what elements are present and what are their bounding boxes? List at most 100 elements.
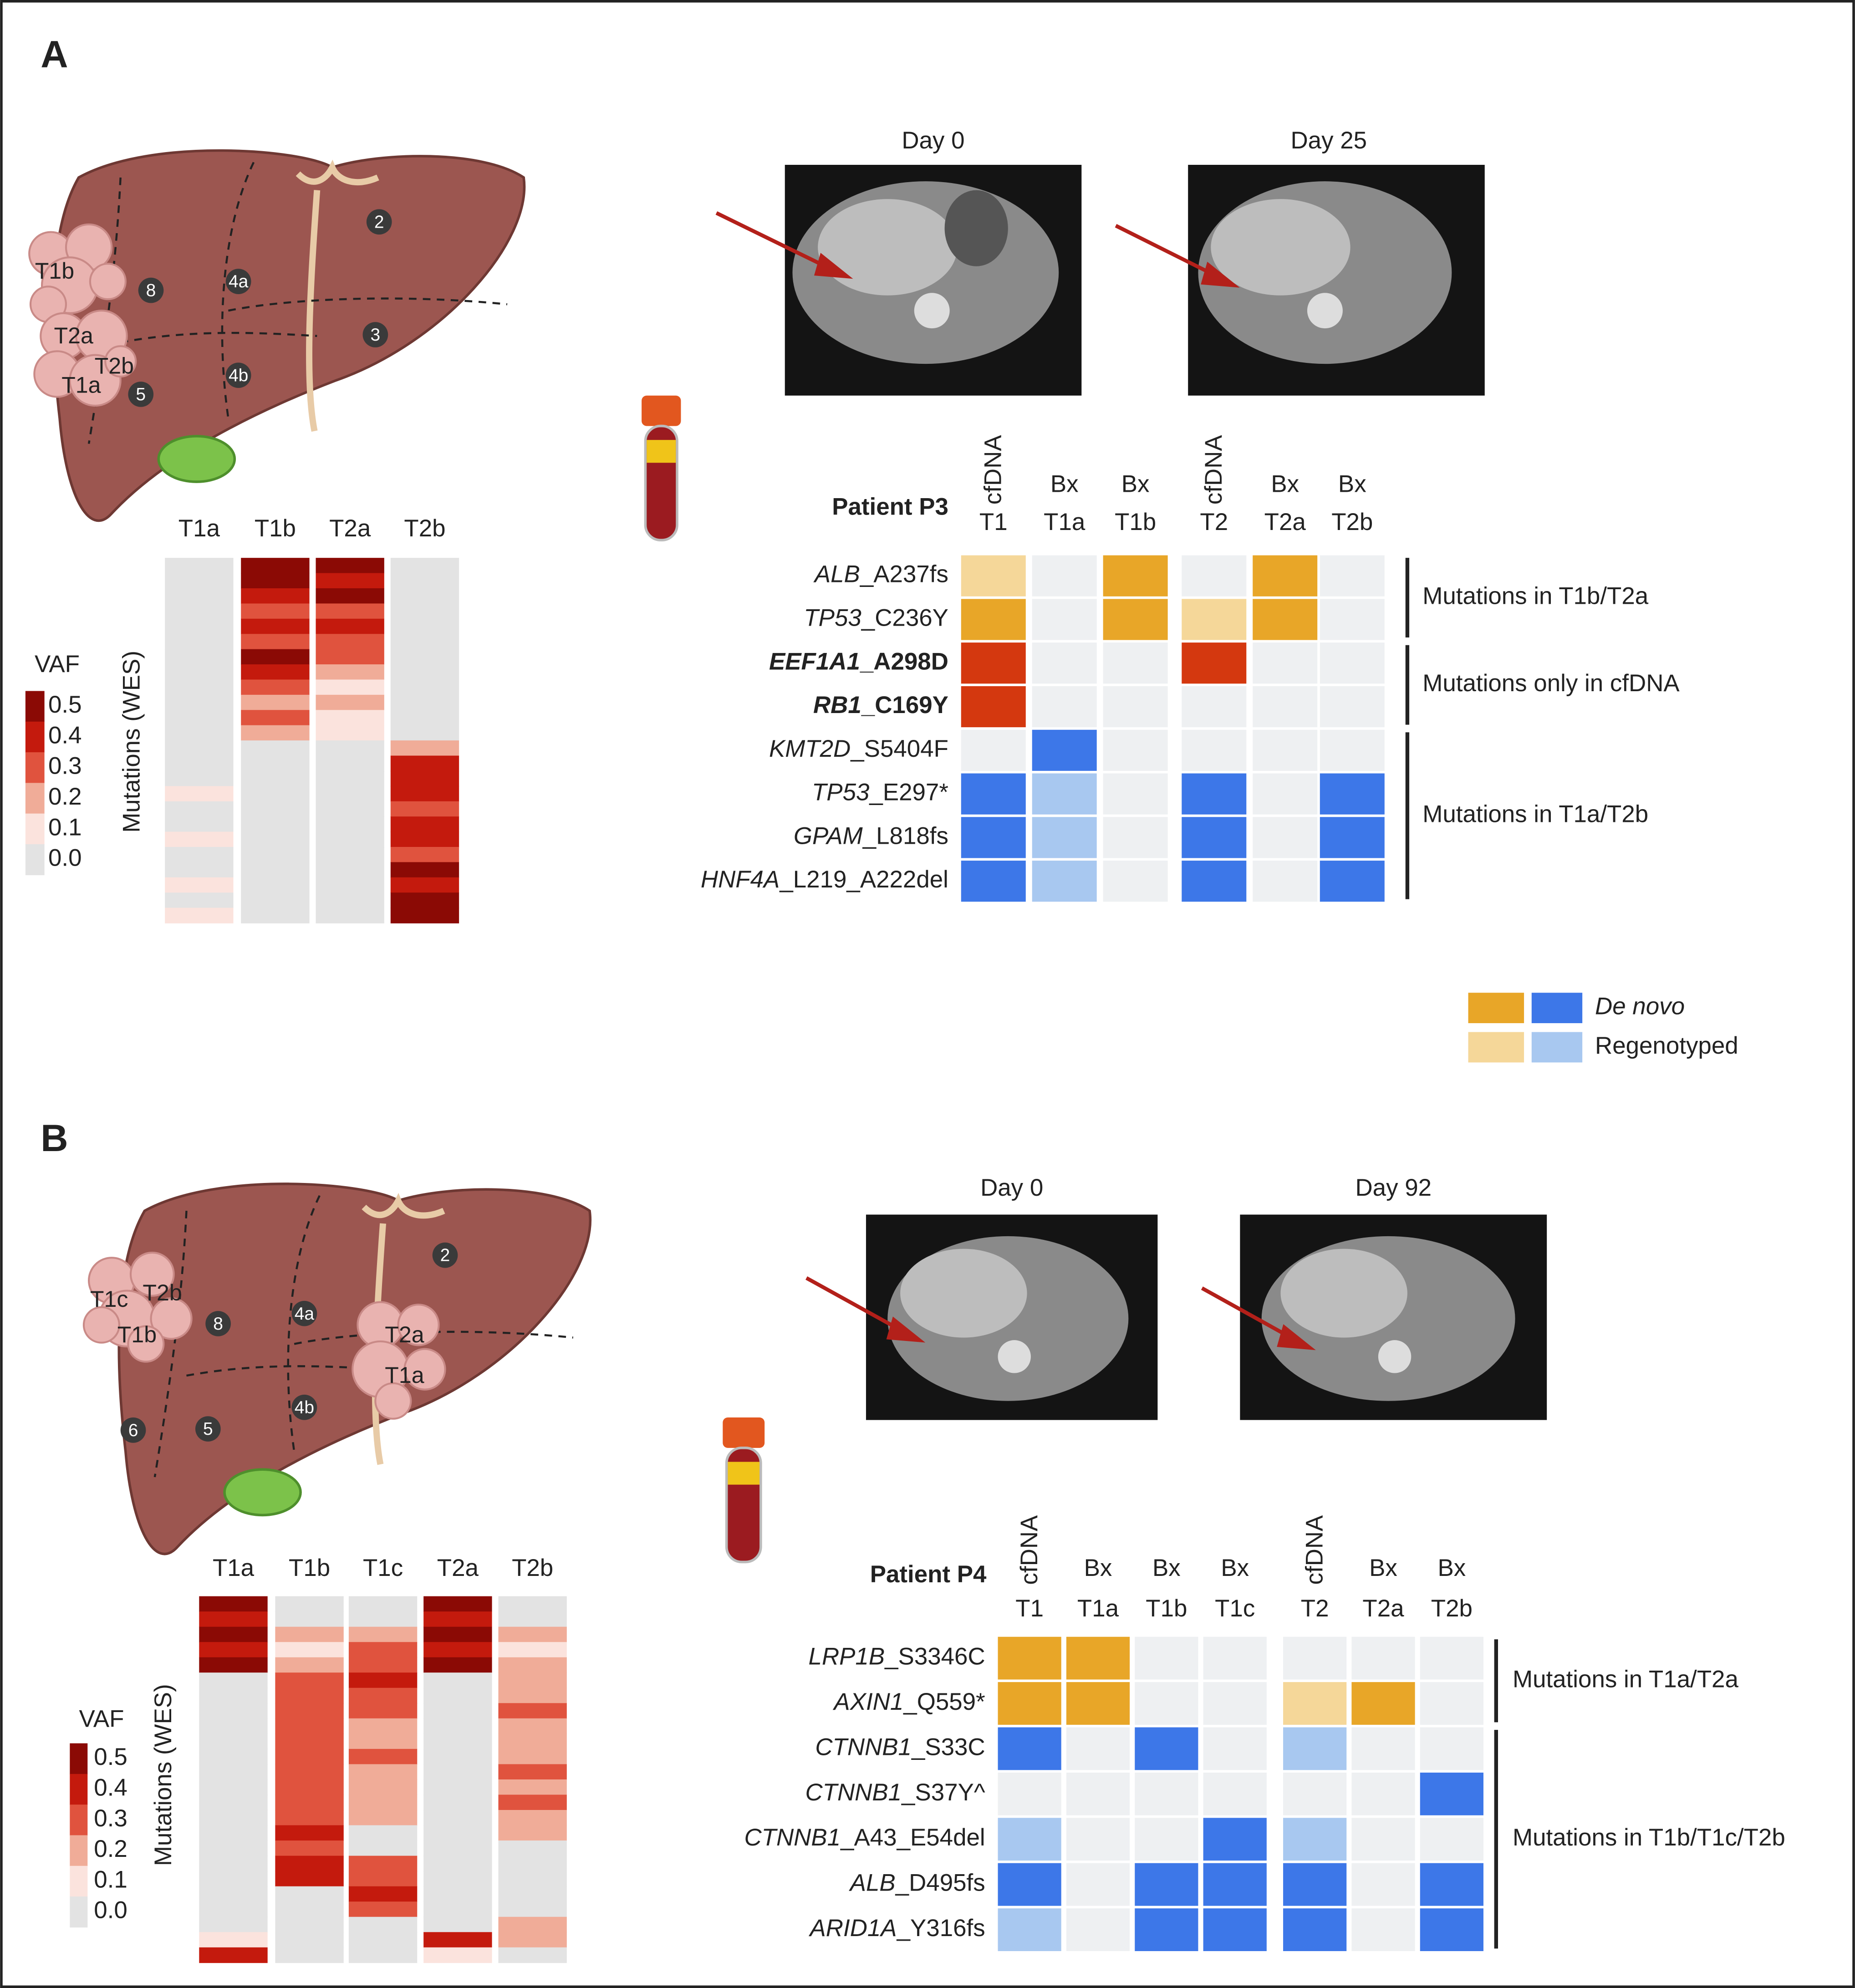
heatmap-stripe (275, 1748, 344, 1765)
heatmap-stripe (199, 1917, 268, 1933)
segment-marker (291, 1394, 317, 1420)
heatmap-stripe (275, 1718, 344, 1734)
heatmap-stripe (316, 786, 384, 802)
heatmap-stripe (423, 1871, 492, 1887)
gene-name: TP53 (812, 779, 869, 806)
vaf-legend-swatch (70, 1774, 88, 1805)
heatmap-stripe (199, 1871, 268, 1887)
mutation-cell (1253, 686, 1318, 728)
mutation-cell (1032, 729, 1097, 771)
mutation-cell (1203, 1908, 1267, 1951)
mutation-change: _A298D (860, 648, 948, 675)
heatmap-stripe (275, 1642, 344, 1658)
heatmap-stripe (199, 1703, 268, 1719)
mutation-cell (961, 861, 1026, 902)
heatmap-stripe (316, 573, 384, 589)
heatmap-stripe (423, 1764, 492, 1780)
gene-name: ALB (813, 561, 860, 588)
heatmap-stripe (199, 1840, 268, 1856)
heatmap-stripe (199, 1718, 268, 1734)
mutation-label: ARID1A_Y316fs (809, 1915, 985, 1942)
mutation-cell (1066, 1682, 1130, 1725)
mutation-cell (1103, 817, 1168, 858)
mutation-cell (961, 773, 1026, 815)
heatmap-stripe (275, 1886, 344, 1902)
segment-label: 8 (146, 281, 156, 301)
mutation-change: _Y316fs (897, 1915, 985, 1942)
heatmap-stripe (498, 1718, 567, 1734)
mutation-cell (1103, 642, 1168, 684)
mutation-cell (1032, 642, 1097, 684)
heatmap-stripe (316, 618, 384, 635)
heatmap-stripe (423, 1840, 492, 1856)
mutation-cell (1103, 729, 1168, 771)
heatmap-stripe (348, 1855, 418, 1871)
vaf-legend-tick: 0.4 (94, 1774, 127, 1801)
vaf-legend-swatch (25, 813, 45, 845)
heatmap-stripe (199, 1687, 268, 1704)
heatmap-stripe (348, 1794, 418, 1810)
heatmap-stripe (241, 588, 310, 604)
column-sample: T1b (1115, 509, 1156, 535)
column-source: cfDNA (1016, 1515, 1043, 1585)
mutation-cell (1253, 599, 1318, 640)
column-sample: T1c (1215, 1595, 1255, 1622)
heatmap-stripe (275, 1840, 344, 1856)
heatmap-stripe (241, 892, 310, 908)
heatmap-stripe (199, 1825, 268, 1841)
heatmap-stripe (316, 892, 384, 908)
heatmap-stripe (498, 1703, 567, 1719)
column-source: Bx (1338, 470, 1366, 497)
heatmap-stripe (498, 1840, 567, 1856)
vaf-legend-tick: 0.5 (48, 691, 82, 718)
heatmap-stripe (316, 801, 384, 817)
vaf-legend-swatch (70, 1866, 88, 1897)
mutation-cell (1135, 1908, 1198, 1951)
heatmap-stripe (241, 786, 310, 802)
heatmap-stripe (498, 1672, 567, 1688)
heatmap-stripe (275, 1901, 344, 1917)
mutation-cell (1066, 1772, 1130, 1815)
column-source: cfDNA (980, 435, 1007, 505)
mutation-cell (1032, 599, 1097, 640)
heatmap-stripe (165, 588, 234, 604)
column-source: Bx (1271, 470, 1299, 497)
heatmap-stripe (165, 892, 234, 908)
heatmap-stripe (316, 862, 384, 878)
heatmap-stripe (241, 710, 310, 726)
heatmap-stripe (165, 710, 234, 726)
heatmap-stripe (423, 1733, 492, 1749)
group-label: Mutations in T1b/T2a (1422, 583, 1648, 610)
heatmap-stripe (199, 1794, 268, 1810)
vaf-legend-swatch (25, 721, 45, 753)
heatmap-stripe (241, 603, 310, 619)
mutation-cell (1283, 1682, 1347, 1725)
heatmap-stripe (241, 725, 310, 741)
mutation-label: CTNNB1_S37Y^ (805, 1779, 985, 1806)
column-sample: T1a (1044, 509, 1085, 535)
heatmap-stripe (390, 649, 459, 665)
vaf-legend-swatch (70, 1804, 88, 1836)
heatmap-stripe (423, 1718, 492, 1734)
mutation-change: _A237fs (860, 561, 948, 588)
heatmap-stripe (241, 558, 310, 574)
segment-marker (195, 1416, 221, 1442)
heatmap-stripe (241, 907, 310, 923)
mutation-cell (1182, 555, 1247, 596)
legend-swatch (1531, 993, 1583, 1024)
group-label: Mutations only in cfDNA (1422, 670, 1680, 697)
mutation-cell (961, 599, 1026, 640)
mutation-cell (1253, 729, 1318, 771)
heatmap-stripe (275, 1794, 344, 1810)
mutation-cell (1103, 686, 1168, 728)
mutation-change: _L219_A222del (779, 866, 948, 893)
mutation-change: _S37Y^ (901, 1779, 985, 1806)
heatmap-stripe (498, 1748, 567, 1765)
mutation-cell (1253, 773, 1318, 815)
segment-marker (120, 1417, 146, 1443)
mutation-cell (1135, 1863, 1198, 1906)
tumor-label: T2b (95, 353, 134, 379)
heatmap-stripe (498, 1810, 567, 1826)
heatmap-stripe (498, 1626, 567, 1643)
